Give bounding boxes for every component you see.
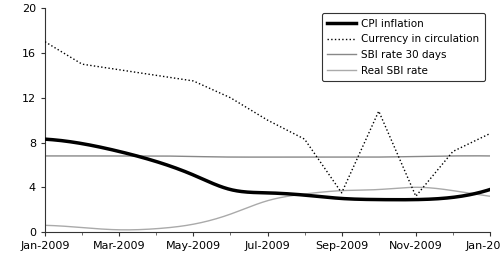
Legend: CPI inflation, Currency in circulation, SBI rate 30 days, Real SBI rate: CPI inflation, Currency in circulation, … — [322, 13, 485, 81]
